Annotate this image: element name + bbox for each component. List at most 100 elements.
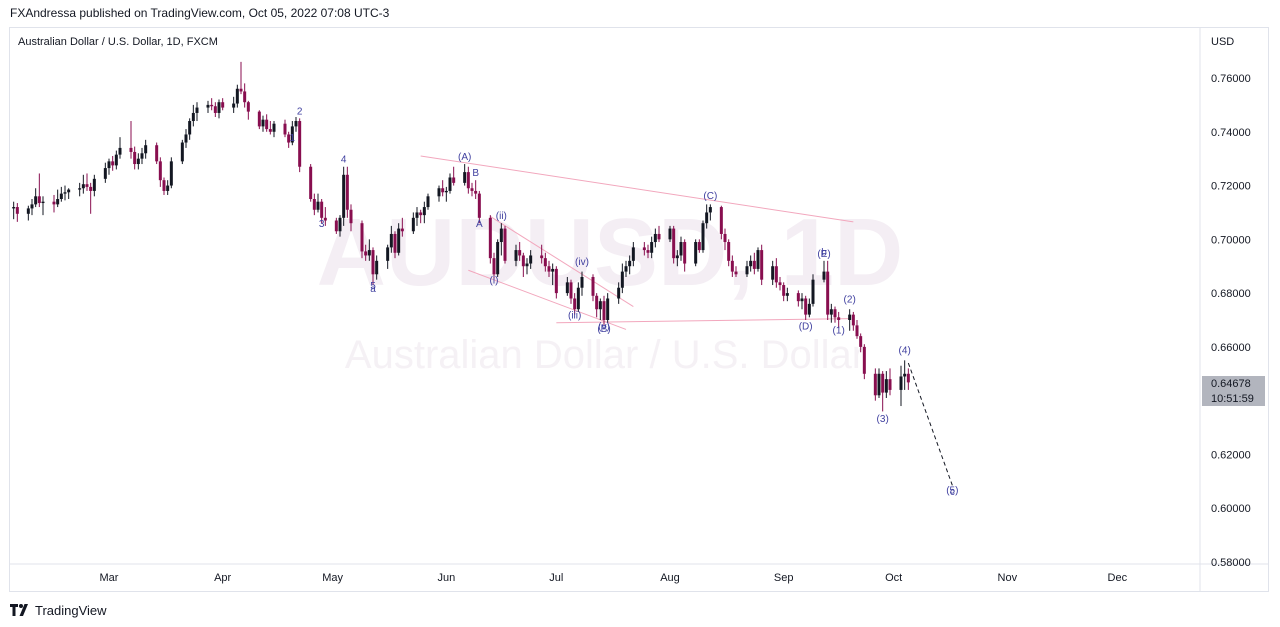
- candle: [877, 368, 881, 398]
- time-axis[interactable]: Mar Apr May Jun Jul Aug Sep Oct Nov Dec: [100, 572, 1128, 584]
- candle: [206, 100, 210, 113]
- candle-body: [364, 251, 368, 256]
- candle: [730, 255, 734, 277]
- candle-body: [576, 287, 580, 310]
- candle-body: [272, 123, 276, 132]
- candle-body: [749, 260, 753, 267]
- candle-body: [595, 295, 599, 310]
- candle: [34, 188, 38, 208]
- candle-body: [807, 303, 811, 315]
- price-tick-label: 0.66000: [1211, 342, 1251, 354]
- candle: [342, 166, 346, 226]
- candle: [496, 239, 500, 277]
- candle-body: [624, 266, 628, 272]
- candle-body: [371, 250, 375, 275]
- wave-label: A: [476, 219, 483, 230]
- candle-body: [452, 177, 456, 183]
- candle-body: [393, 233, 397, 253]
- candle-body: [540, 255, 544, 259]
- wave-label: (v): [598, 321, 610, 332]
- candle: [591, 274, 595, 302]
- price-tick-label: 0.60000: [1211, 503, 1251, 515]
- candle-body: [345, 174, 349, 210]
- candle: [415, 207, 419, 226]
- candle: [859, 333, 863, 353]
- candle-body: [56, 199, 60, 205]
- candle: [426, 193, 430, 210]
- candle: [166, 180, 170, 195]
- candle: [848, 309, 852, 331]
- candle: [232, 96, 236, 113]
- candle: [364, 244, 368, 261]
- candle-body: [602, 301, 606, 320]
- candle: [375, 255, 379, 280]
- wave-label: a: [370, 284, 376, 295]
- candle: [679, 236, 683, 261]
- trendline: [420, 155, 854, 223]
- candle-body: [261, 119, 265, 127]
- candle-body: [657, 233, 661, 240]
- wave-label: (E): [817, 249, 830, 260]
- candle-body: [41, 201, 45, 204]
- candle: [727, 239, 731, 267]
- candle-body: [342, 174, 346, 218]
- candle-body: [496, 242, 500, 275]
- candle: [191, 104, 195, 127]
- candle-body: [334, 220, 338, 232]
- trendline-layer: [420, 155, 953, 486]
- candle-body: [525, 263, 529, 267]
- candle: [309, 164, 313, 202]
- candle-body: [672, 228, 676, 259]
- candle: [133, 146, 137, 170]
- candle: [103, 162, 107, 183]
- candle-body: [848, 314, 852, 320]
- wave-label: (5): [946, 485, 958, 496]
- price-axis[interactable]: 0.76000 0.74000 0.72000 0.70000 0.68000 0.660…: [1211, 73, 1251, 569]
- candle: [437, 185, 441, 202]
- candle-body: [15, 207, 19, 214]
- candle: [393, 231, 397, 259]
- candle-body: [107, 161, 111, 169]
- candle-body: [103, 168, 107, 179]
- candle: [210, 98, 214, 111]
- candle-body: [389, 233, 393, 248]
- candle-body: [829, 309, 833, 315]
- chart-frame[interactable]: [9, 27, 1269, 592]
- candle: [26, 205, 30, 221]
- candle-body: [221, 102, 225, 108]
- candle-body: [771, 266, 775, 280]
- candle-body: [785, 293, 789, 296]
- candle-body: [118, 147, 122, 155]
- candle: [569, 279, 573, 304]
- candle-body: [206, 104, 210, 108]
- candle: [243, 83, 247, 108]
- candle: [796, 290, 800, 307]
- candle: [837, 311, 841, 329]
- candle: [829, 303, 833, 323]
- projection-line: [907, 362, 953, 486]
- candle-body: [188, 121, 192, 135]
- candle-body: [760, 250, 764, 280]
- time-tick-label: Apr: [214, 572, 231, 584]
- candle-body: [92, 178, 96, 191]
- candle-body: [745, 266, 749, 275]
- candle-body: [730, 260, 734, 272]
- candle-body: [591, 276, 595, 296]
- candle-body: [184, 134, 188, 143]
- candle-body: [360, 223, 364, 252]
- wave-label: (1): [833, 325, 845, 336]
- time-tick-label: Mar: [100, 572, 119, 584]
- price-tick-label: 0.70000: [1211, 234, 1251, 246]
- candle: [41, 196, 45, 216]
- candle-body: [756, 250, 760, 269]
- candle: [239, 61, 243, 95]
- candle: [107, 158, 111, 175]
- candle: [873, 368, 877, 401]
- candle-body: [26, 208, 30, 214]
- candle-body: [81, 184, 85, 189]
- wave-label: (iv): [575, 257, 589, 268]
- candle: [448, 173, 452, 194]
- candle: [642, 242, 646, 256]
- candle-body: [397, 228, 401, 253]
